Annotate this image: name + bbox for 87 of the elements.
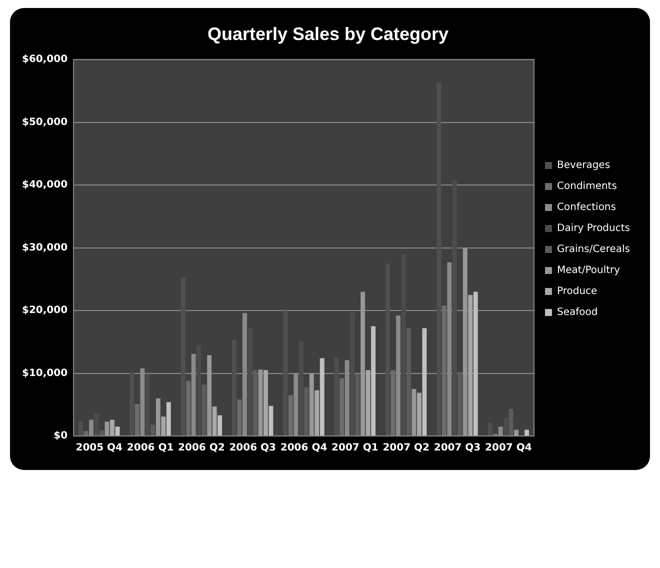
legend-label: Seafood bbox=[557, 307, 598, 318]
bar bbox=[458, 372, 462, 436]
legend-label: Grains/Cereals bbox=[557, 244, 630, 256]
bar bbox=[263, 370, 268, 436]
bar bbox=[232, 340, 236, 436]
bar bbox=[156, 398, 160, 436]
bar bbox=[253, 370, 258, 436]
bar bbox=[412, 388, 416, 436]
bar bbox=[100, 430, 104, 436]
bar bbox=[288, 395, 293, 436]
bar bbox=[248, 328, 252, 436]
bar bbox=[422, 328, 427, 436]
legend-label: Condiments bbox=[557, 181, 617, 192]
bar bbox=[498, 426, 503, 436]
bar bbox=[468, 294, 473, 436]
x-tick-label: 2007 Q2 bbox=[382, 442, 430, 454]
bar bbox=[452, 180, 457, 436]
bar bbox=[89, 420, 94, 436]
bar bbox=[504, 418, 508, 436]
bar bbox=[212, 406, 217, 436]
legend-label: Dairy Products bbox=[557, 223, 630, 234]
bar bbox=[134, 404, 140, 436]
bar bbox=[401, 254, 406, 436]
x-tick-label: 2007 Q1 bbox=[332, 442, 378, 454]
bar bbox=[390, 370, 396, 436]
bar bbox=[180, 278, 186, 436]
bar bbox=[406, 328, 411, 436]
y-tick-label: $60,000 bbox=[22, 54, 68, 66]
bar bbox=[514, 430, 519, 436]
bar bbox=[508, 409, 514, 436]
bar bbox=[334, 358, 339, 436]
chart-title: Quarterly Sales by Category bbox=[207, 24, 449, 44]
bar bbox=[436, 82, 442, 436]
bar bbox=[442, 306, 446, 436]
bar bbox=[186, 380, 191, 436]
bar bbox=[237, 400, 242, 436]
bar bbox=[314, 390, 320, 436]
bar bbox=[462, 248, 468, 436]
x-tick-label: 2006 Q1 bbox=[126, 442, 174, 454]
legend-label: Meat/Poultry bbox=[557, 265, 620, 276]
x-tick-label: 2006 Q4 bbox=[280, 442, 328, 454]
legend-label: Beverages bbox=[557, 160, 610, 172]
x-tick-label: 2006 Q3 bbox=[229, 442, 276, 454]
y-tick-label: $0 bbox=[54, 430, 68, 442]
bar bbox=[94, 414, 99, 436]
bar bbox=[110, 420, 114, 436]
bar bbox=[366, 370, 370, 436]
bar bbox=[207, 355, 212, 436]
bar bbox=[360, 292, 366, 436]
bar bbox=[218, 415, 222, 436]
bar bbox=[150, 424, 156, 436]
bar bbox=[355, 374, 360, 436]
x-tick-label: 2005 Q4 bbox=[76, 442, 123, 454]
bar bbox=[473, 292, 478, 436]
bar bbox=[202, 384, 206, 436]
y-tick-label: $40,000 bbox=[22, 180, 68, 191]
bar bbox=[371, 326, 376, 436]
bar bbox=[258, 370, 263, 436]
x-tick-label: 2007 Q4 bbox=[485, 442, 532, 454]
bar bbox=[309, 373, 314, 436]
bar bbox=[304, 387, 309, 436]
bar bbox=[350, 312, 355, 436]
bar bbox=[130, 372, 134, 436]
bar bbox=[488, 422, 492, 436]
bar bbox=[320, 358, 324, 436]
x-tick-label: 2007 Q3 bbox=[434, 442, 481, 454]
y-tick-label: $20,000 bbox=[22, 305, 68, 316]
bar bbox=[340, 378, 344, 436]
y-tick-label: $50,000 bbox=[22, 116, 68, 128]
bar bbox=[145, 374, 150, 436]
y-tick-label: $30,000 bbox=[22, 242, 68, 254]
bar bbox=[386, 263, 390, 436]
bar bbox=[104, 422, 110, 436]
bar bbox=[161, 416, 166, 436]
y-tick-label: $10,000 bbox=[22, 368, 68, 379]
bar bbox=[416, 392, 422, 436]
legend-label: Produce bbox=[557, 286, 598, 298]
bar bbox=[78, 422, 84, 436]
bar bbox=[283, 310, 288, 436]
x-tick-label: 2006 Q2 bbox=[178, 442, 225, 454]
bar bbox=[524, 430, 530, 436]
bar bbox=[166, 402, 171, 436]
bar bbox=[196, 345, 202, 436]
bar bbox=[268, 406, 274, 436]
bar bbox=[115, 426, 120, 436]
legend-label: Confections bbox=[557, 202, 616, 214]
bar bbox=[298, 342, 304, 436]
